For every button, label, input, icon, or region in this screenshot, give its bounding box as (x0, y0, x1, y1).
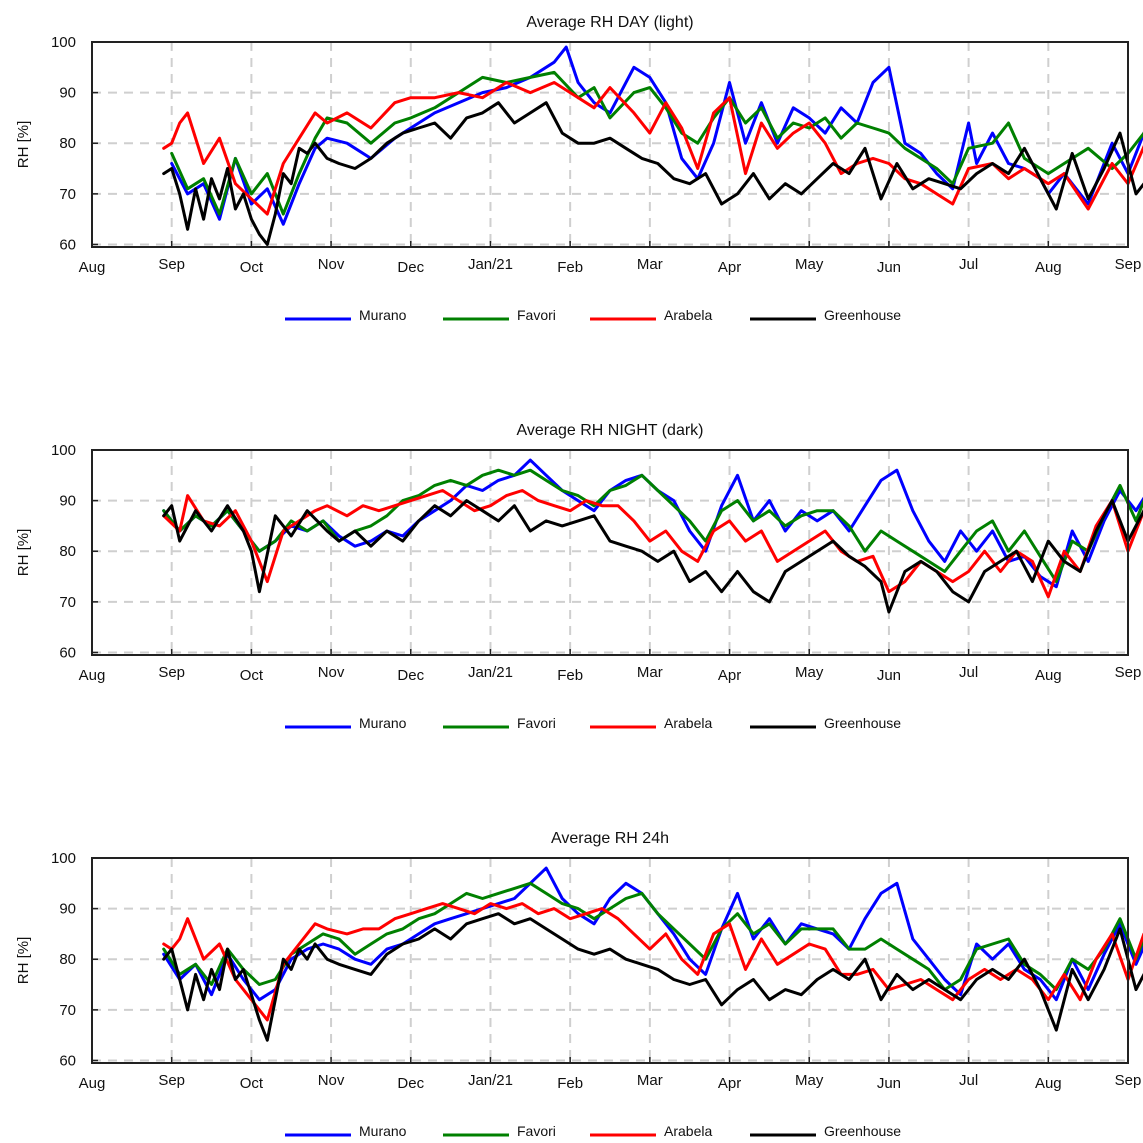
legend-label-greenhouse: Greenhouse (824, 1123, 901, 1139)
x-tick-label: Jul (959, 256, 978, 273)
x-tick-label: Sep (1115, 664, 1142, 681)
x-tick-label: Aug (1035, 259, 1062, 276)
axes-box (91, 449, 1129, 656)
series-line-greenhouse (162, 499, 1143, 614)
x-tick-label: Jan/21 (468, 256, 513, 273)
y-tick-label: 90 (59, 493, 76, 510)
x-tick-label: May (795, 1072, 824, 1089)
chart-title: Average RH NIGHT (dark) (516, 422, 703, 439)
series-line-murano (162, 866, 1143, 1002)
series-line-arabela (162, 81, 1143, 216)
legend-label-greenhouse: Greenhouse (824, 307, 901, 323)
x-tick-label: Feb (557, 1075, 583, 1092)
grid (92, 42, 1128, 247)
x-tick-label: Jun (877, 259, 901, 276)
legend-label-favori: Favori (517, 715, 556, 731)
legend-label-greenhouse: Greenhouse (824, 715, 901, 731)
x-tick-label: Jun (877, 1075, 901, 1092)
chart-panel-2: Average RH NIGHT (dark) 60 70 80 90 100 Aug Sep… (15, 422, 1143, 731)
y-tick-label: 70 (59, 1002, 76, 1019)
x-tick-label: Aug (1035, 1075, 1062, 1092)
x-tick-label: Oct (240, 667, 264, 684)
legend: Murano Favori Arabela Greenhouse (285, 1123, 901, 1139)
chart-panel-3: Average RH 24h 60 70 80 90 100 Aug Sep Oct Nov Dec… (15, 830, 1143, 1139)
x-tick-label: Apr (718, 259, 741, 276)
y-tick-label: 90 (59, 85, 76, 102)
x-tick-label: Mar (637, 256, 663, 273)
x-tick-label: Jul (959, 664, 978, 681)
x-tick-label: Aug (79, 1075, 106, 1092)
x-tick-label: Jan/21 (468, 664, 513, 681)
x-tick-label: Dec (397, 667, 424, 684)
x-tick-label: Nov (318, 256, 345, 273)
axes-box (91, 41, 1129, 248)
legend-label-murano: Murano (359, 307, 407, 323)
legend-label-murano: Murano (359, 715, 407, 731)
series-line-arabela (162, 902, 1143, 1022)
legend-label-favori: Favori (517, 1123, 556, 1139)
y-tick-label: 70 (59, 186, 76, 203)
x-tick-label: May (795, 664, 824, 681)
y-tick-label: 60 (59, 236, 76, 253)
x-tick-label: Sep (158, 664, 185, 681)
x-tick-label: Mar (637, 664, 663, 681)
y-tick-label: 70 (59, 594, 76, 611)
y-tick-label: 100 (51, 34, 76, 51)
legend-label-arabela: Arabela (664, 1123, 712, 1139)
x-tick-label: Nov (318, 664, 345, 681)
x-tick-label: May (795, 256, 824, 273)
x-tick-label: Sep (158, 256, 185, 273)
y-axis-label: RH [%] (15, 529, 32, 577)
x-tick-label: Mar (637, 1072, 663, 1089)
x-tick-label: Feb (557, 259, 583, 276)
x-tick-label: Nov (318, 1072, 345, 1089)
series-line-greenhouse (162, 101, 1143, 246)
legend-label-murano: Murano (359, 1123, 407, 1139)
x-tick-label: Apr (718, 667, 741, 684)
x-tick-label: Dec (397, 1075, 424, 1092)
y-tick-label: 60 (59, 1052, 76, 1069)
x-tick-label: Oct (240, 1075, 264, 1092)
series-line-greenhouse (162, 912, 1143, 1042)
grid (92, 450, 1128, 655)
legend-label-favori: Favori (517, 307, 556, 323)
x-tick-label: Aug (79, 667, 106, 684)
legend-label-arabela: Arabela (664, 307, 712, 323)
y-tick-label: 80 (59, 543, 76, 560)
legend-label-arabela: Arabela (664, 715, 712, 731)
y-axis-label: RH [%] (15, 121, 32, 169)
series-line-favori (170, 70, 1143, 216)
x-tick-label: Sep (158, 1072, 185, 1089)
y-tick-label: 100 (51, 442, 76, 459)
chart-panel-1: Average RH DAY (light) 60 70 80 90 100 Aug Sep O… (15, 14, 1143, 323)
x-tick-label: Oct (240, 259, 264, 276)
legend: Murano Favori Arabela Greenhouse (285, 715, 901, 731)
x-tick-label: Apr (718, 1075, 741, 1092)
series-line-favori (162, 881, 1143, 992)
axes-box (91, 857, 1129, 1064)
legend: Murano Favori Arabela Greenhouse (285, 307, 901, 323)
x-tick-label: Sep (1115, 1072, 1142, 1089)
series-line-murano (162, 458, 1143, 589)
y-tick-label: 90 (59, 901, 76, 918)
y-tick-label: 100 (51, 850, 76, 867)
chart-title: Average RH 24h (551, 830, 669, 847)
x-tick-label: Sep (1115, 256, 1142, 273)
y-axis-label: RH [%] (15, 937, 32, 985)
x-tick-label: Jan/21 (468, 1072, 513, 1089)
chart-title: Average RH DAY (light) (526, 14, 693, 31)
x-tick-label: Jul (959, 1072, 978, 1089)
x-tick-label: Feb (557, 667, 583, 684)
x-tick-label: Aug (79, 259, 106, 276)
y-tick-label: 60 (59, 644, 76, 661)
x-tick-label: Dec (397, 259, 424, 276)
y-tick-label: 80 (59, 135, 76, 152)
x-tick-label: Jun (877, 667, 901, 684)
y-tick-label: 80 (59, 951, 76, 968)
x-tick-label: Aug (1035, 667, 1062, 684)
